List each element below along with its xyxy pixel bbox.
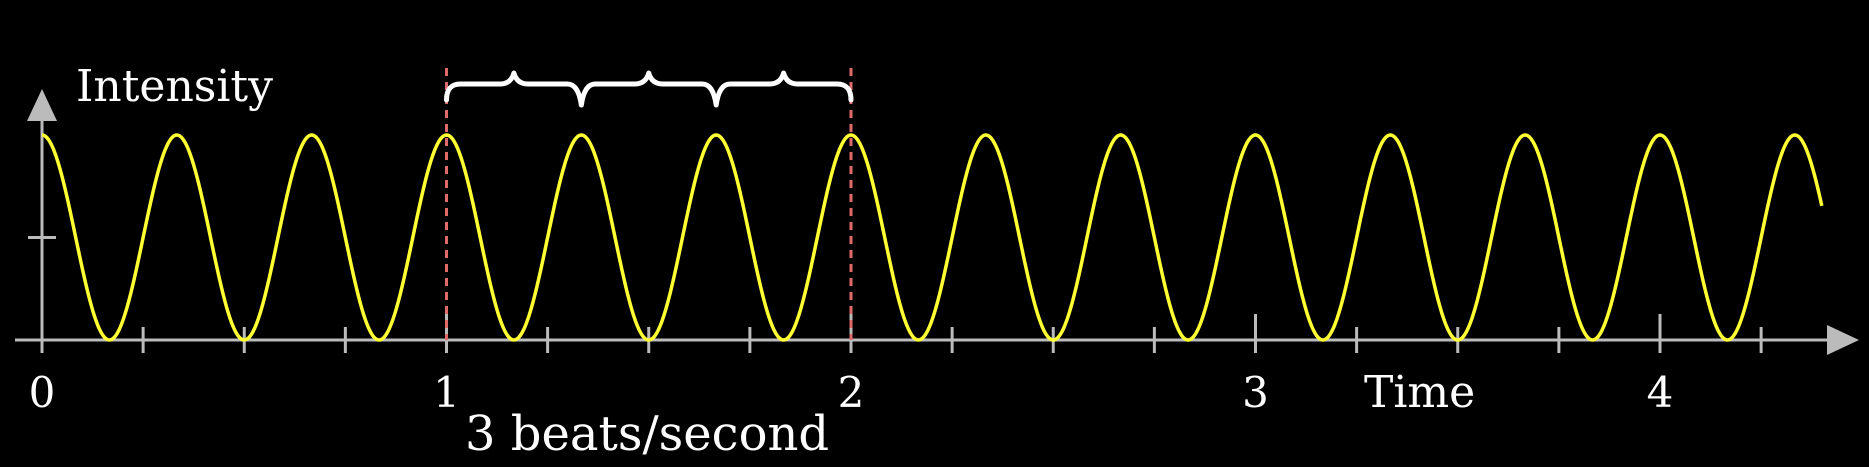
y-axis-label: Intensity xyxy=(76,61,273,112)
x-axis-label: Time xyxy=(1364,367,1475,418)
beats-annotation: 3 beats/second xyxy=(465,406,829,462)
interval-markers xyxy=(445,68,853,340)
x-tick-label: 1 xyxy=(433,368,460,417)
x-tick-label: 4 xyxy=(1647,368,1674,417)
axes xyxy=(15,89,1859,355)
x-tick-label: 0 xyxy=(29,368,56,417)
x-axis-arrow xyxy=(1827,325,1859,355)
x-tick-labels: 0 1 2 3 4 xyxy=(29,368,1674,417)
series-line xyxy=(41,133,1824,342)
x-tick-label: 3 xyxy=(1242,368,1269,417)
interval-brace xyxy=(444,70,854,108)
y-axis-arrow xyxy=(27,89,57,121)
x-tick-label: 2 xyxy=(838,368,865,417)
